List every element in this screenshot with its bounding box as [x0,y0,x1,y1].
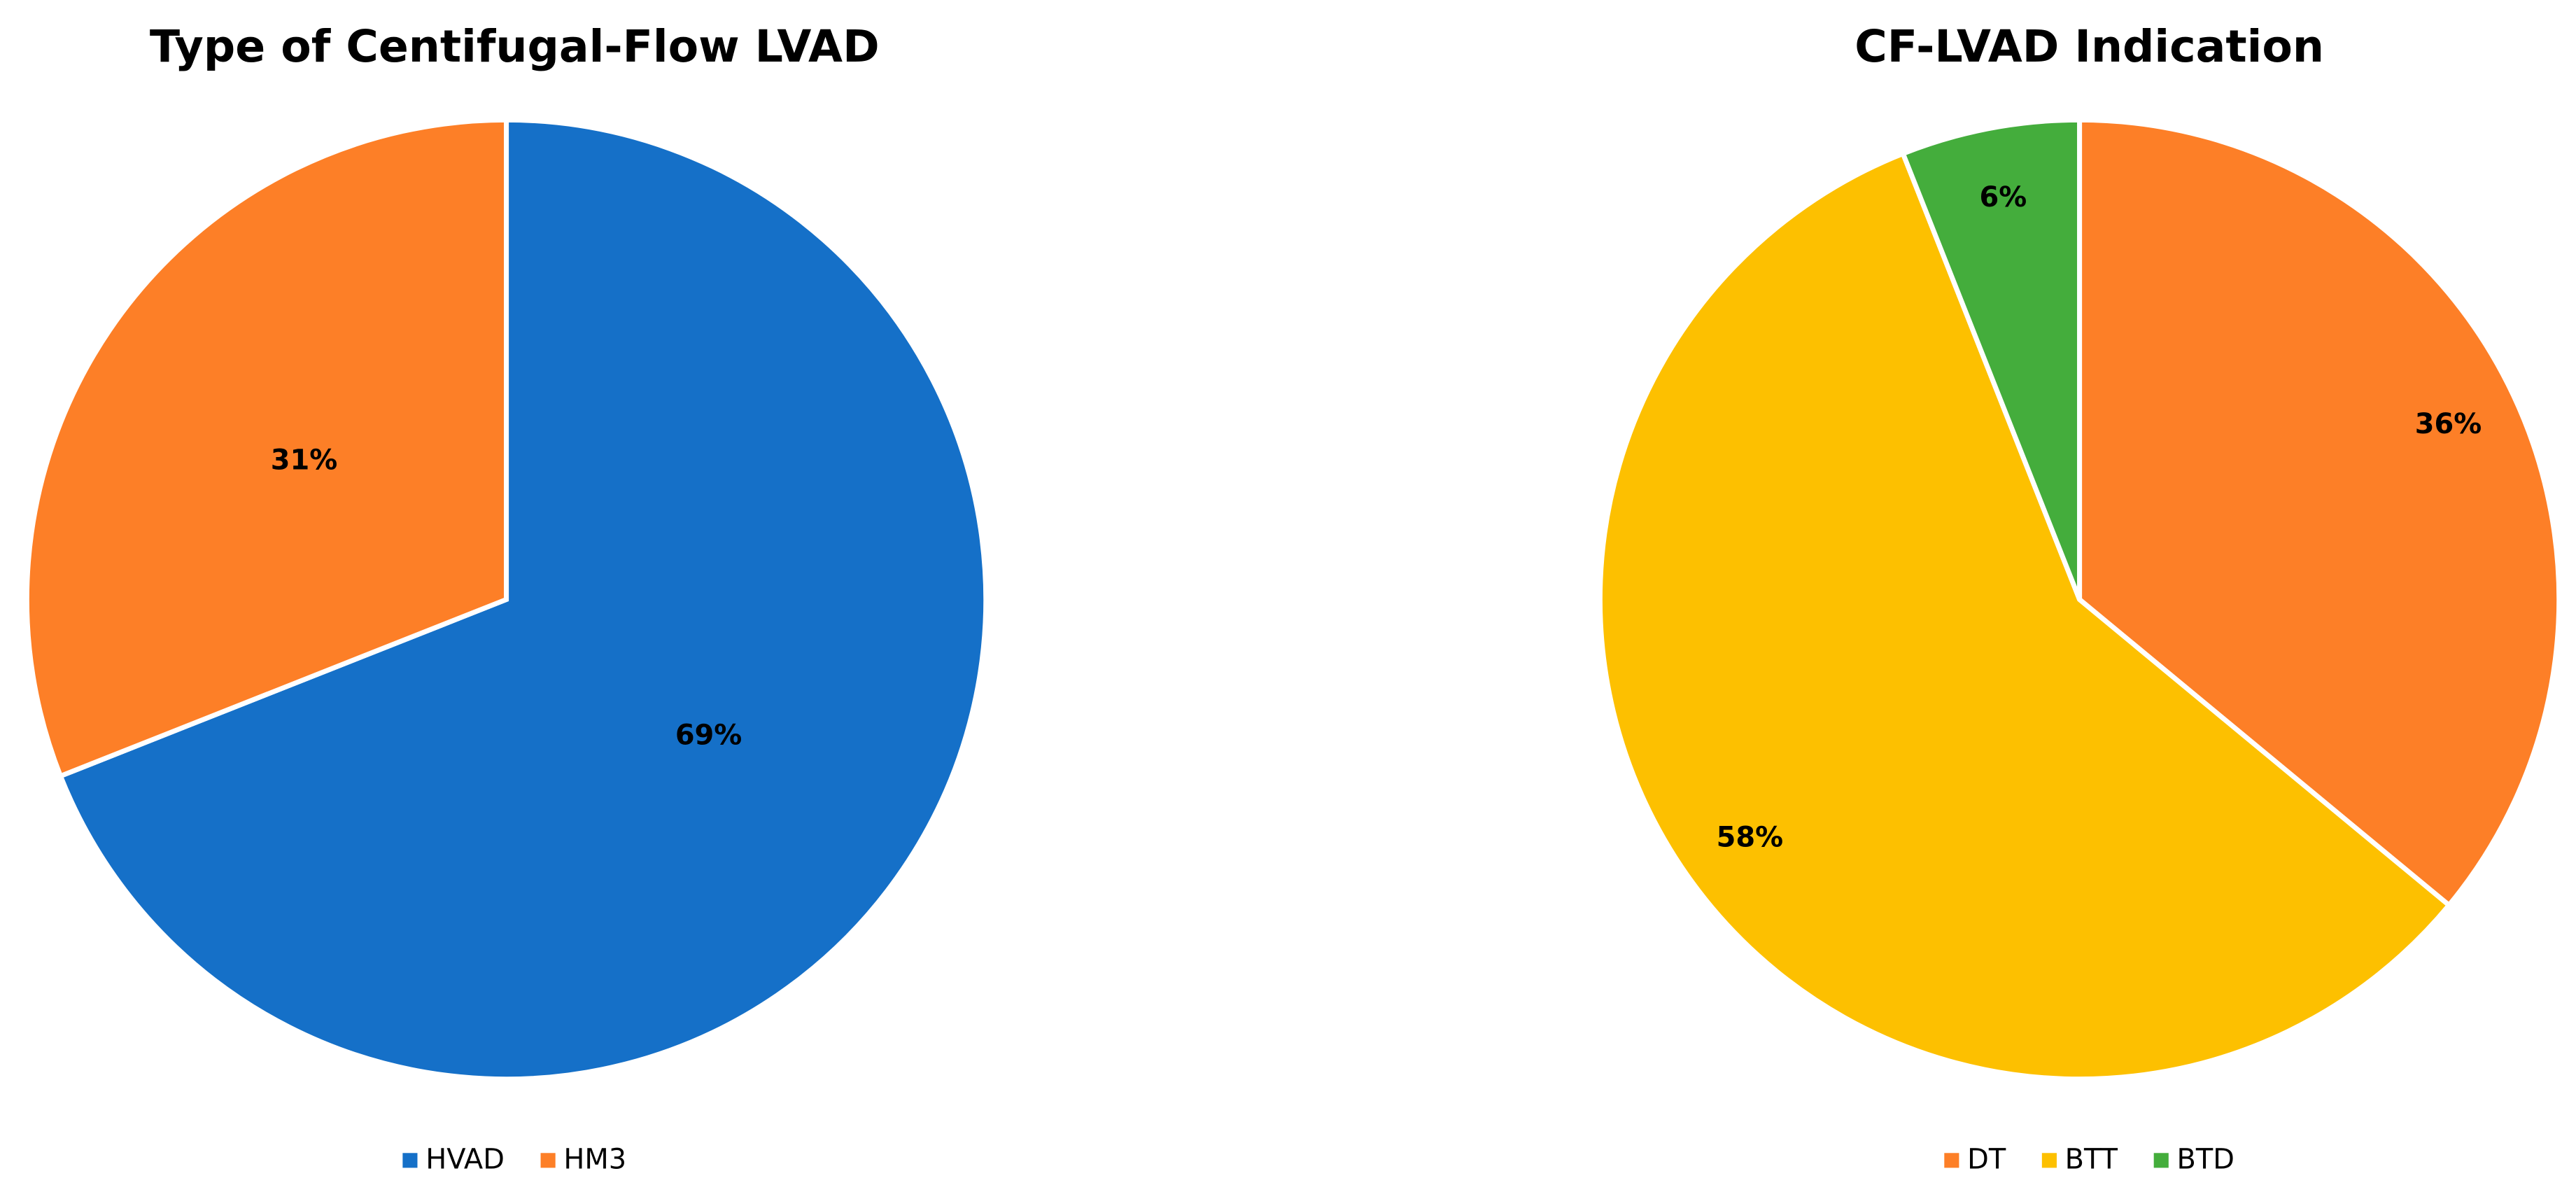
pie-slice [57,117,989,1082]
legend-marker [1944,1153,1959,1168]
data-label: 58% [1717,821,1783,853]
legend-marker [402,1153,418,1168]
legend-marker [2041,1153,2057,1168]
legend-marker [540,1153,556,1168]
chart-title: CF-LVAD Indication [1854,20,2324,72]
legend-label: BTT [2065,1144,2118,1176]
legend-label: HM3 [563,1144,626,1176]
pie-slice [2077,117,2562,909]
data-label: 36% [2415,408,2482,440]
legend-label: BTD [2177,1144,2234,1176]
data-label: 31% [271,444,337,477]
legend-marker [2153,1153,2169,1168]
pie-slice [1899,117,2083,601]
pie-slice [1597,150,2453,1082]
legend-label: DT [1967,1144,2006,1176]
pie-slice [24,117,509,780]
data-label: 69% [675,719,742,751]
data-label: 6% [1980,181,2027,213]
legend-label: HVAD [425,1144,505,1176]
chart-title: Type of Centifugal-Flow LVAD [150,20,880,72]
